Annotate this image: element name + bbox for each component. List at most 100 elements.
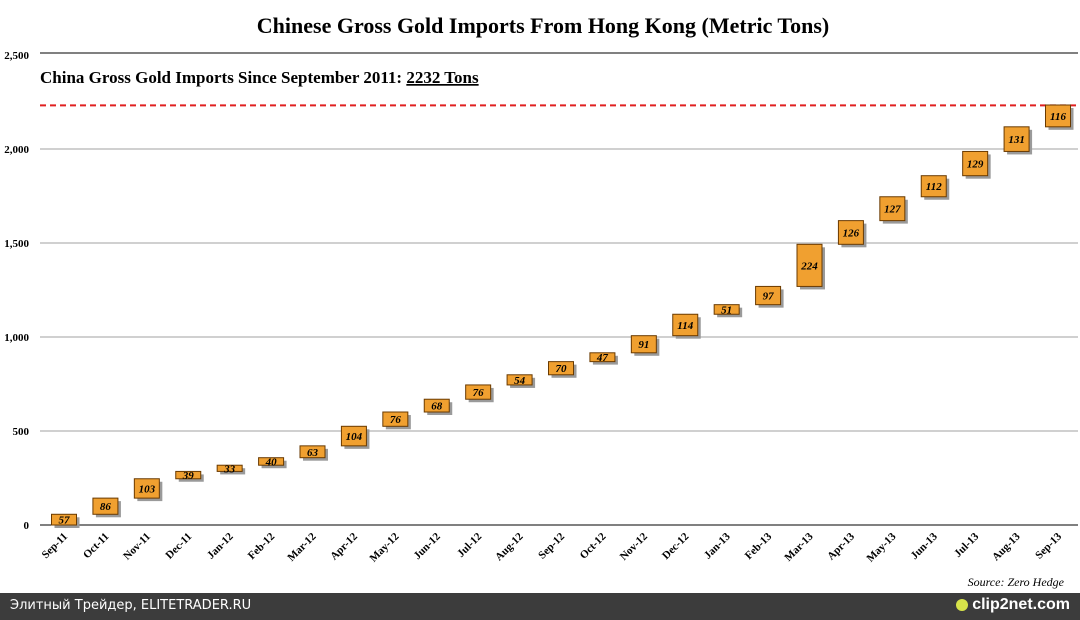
bar-group: 51 xyxy=(713,304,743,318)
bar-value-label: 76 xyxy=(390,414,402,426)
bar-group: 114 xyxy=(672,313,701,339)
bar xyxy=(92,497,119,515)
bar-group: 103 xyxy=(133,478,163,502)
annotation-text: China Gross Gold Imports Since September… xyxy=(40,68,406,87)
bar-value-label: 68 xyxy=(431,401,443,413)
bar xyxy=(755,285,782,306)
x-tick-label: Nov-11 xyxy=(121,531,153,563)
bar-value-label: 97 xyxy=(763,291,775,303)
x-axis: Sep-11 Oct-11 Nov-11 Dec-11 Jan-12 Feb-12 Mar-… xyxy=(40,530,1065,564)
bar xyxy=(879,196,906,222)
y-tick-label: 500 xyxy=(13,426,30,438)
x-tick-label: Apr-13 xyxy=(825,530,857,562)
bar-group: 112 xyxy=(920,175,950,200)
bar xyxy=(299,445,326,459)
bar xyxy=(1003,126,1030,152)
bar-group: 224 xyxy=(796,243,825,290)
bars: 57 86 103 39 33 40 63 104 76 68 76 54 70 47 91 114 51 97 2… xyxy=(51,104,1074,528)
bar-value-label: 129 xyxy=(967,159,984,171)
x-tick-label: Nov-12 xyxy=(618,530,651,563)
bar-group: 39 xyxy=(175,470,204,482)
bar xyxy=(796,243,823,287)
bar-group: 127 xyxy=(879,196,908,224)
bar xyxy=(216,464,243,472)
footer-logo[interactable]: clip2net.com xyxy=(956,596,1070,614)
chart-title: Chinese Gross Gold Imports From Hong Kon… xyxy=(257,13,829,38)
y-axis: 0 500 1,000 1,500 2,000 2,500 xyxy=(4,50,29,532)
bar xyxy=(175,470,202,480)
footer-bar: Элитный Трейдер, ELITETRADER.RU clip2net… xyxy=(0,593,1080,620)
bar xyxy=(713,304,740,315)
bar xyxy=(506,374,533,386)
chart-annotation: China Gross Gold Imports Since September… xyxy=(40,68,479,87)
bar-group: 40 xyxy=(258,456,287,468)
y-tick-label: 0 xyxy=(24,520,30,532)
bar xyxy=(133,478,160,499)
x-tick-label: May-12 xyxy=(367,530,401,564)
x-tick-label: Sep-13 xyxy=(1033,530,1064,561)
bar-group: 129 xyxy=(962,150,991,179)
bar-group: 47 xyxy=(589,352,618,365)
bar xyxy=(382,411,409,427)
x-tick-label: Jan-13 xyxy=(702,530,733,561)
bar-value-label: 131 xyxy=(1008,134,1025,146)
bar-value-label: 57 xyxy=(59,515,71,527)
bar xyxy=(589,352,616,363)
bar-group: 68 xyxy=(423,398,453,416)
bar-value-label: 112 xyxy=(926,181,942,193)
bar xyxy=(51,513,77,526)
bar-value-label: 86 xyxy=(100,501,112,513)
bar-value-label: 224 xyxy=(800,260,818,272)
bar-group: 116 xyxy=(1045,104,1074,130)
x-tick-label: Jun-12 xyxy=(411,530,443,562)
x-tick-label: Dec-12 xyxy=(660,530,692,562)
bar-group: 76 xyxy=(382,411,411,430)
bar-value-label: 104 xyxy=(346,431,363,443)
bar-value-label: 63 xyxy=(307,447,319,459)
x-tick-label: Aug-12 xyxy=(493,530,526,563)
bar xyxy=(837,220,864,245)
bar xyxy=(920,175,947,198)
x-tick-label: Jan-12 xyxy=(205,530,236,561)
bar-group: 57 xyxy=(51,513,80,528)
bar xyxy=(423,398,450,413)
x-tick-label: May-13 xyxy=(864,530,898,564)
x-tick-label: Mar-12 xyxy=(285,530,319,564)
bar-value-label: 39 xyxy=(182,470,195,482)
bar-value-label: 103 xyxy=(139,483,156,495)
bar-group: 76 xyxy=(465,384,494,403)
x-tick-label: Aug-13 xyxy=(990,530,1023,563)
x-tick-label: Jul-13 xyxy=(952,530,982,560)
bar-group: 70 xyxy=(548,361,577,378)
bar-value-label: 33 xyxy=(223,463,236,475)
y-tick-label: 1,000 xyxy=(4,332,29,344)
bar-value-label: 114 xyxy=(677,320,693,332)
bar-group: 91 xyxy=(630,335,660,356)
bar-group: 126 xyxy=(837,220,867,248)
footer-site-text: Элитный Трейдер, ELITETRADER.RU xyxy=(10,598,252,613)
bar xyxy=(258,457,285,466)
y-tick-label: 2,000 xyxy=(4,144,29,156)
bar xyxy=(672,313,699,337)
bar xyxy=(962,150,989,177)
bar-group: 131 xyxy=(1003,126,1033,155)
bar-value-label: 47 xyxy=(596,352,609,364)
x-tick-label: Mar-13 xyxy=(782,530,816,564)
x-tick-label: Oct-12 xyxy=(578,530,609,561)
bar xyxy=(630,335,657,354)
bar-value-label: 116 xyxy=(1050,111,1066,123)
bar-value-label: 51 xyxy=(721,304,732,316)
x-tick-label: Feb-13 xyxy=(743,530,775,562)
bar-group: 63 xyxy=(299,445,328,461)
bar xyxy=(548,361,574,376)
x-tick-label: Sep-12 xyxy=(536,530,567,561)
x-tick-label: Oct-11 xyxy=(81,531,112,562)
y-tick-label: 1,500 xyxy=(4,238,29,250)
bar-value-label: 127 xyxy=(884,204,901,216)
x-tick-label: Jun-13 xyxy=(908,530,940,562)
x-tick-label: Apr-12 xyxy=(328,530,360,562)
bar xyxy=(465,384,492,400)
source-note: Source: Zero Hedge xyxy=(968,575,1065,589)
bar-value-label: 54 xyxy=(514,375,526,387)
bar-value-label: 70 xyxy=(556,363,568,375)
